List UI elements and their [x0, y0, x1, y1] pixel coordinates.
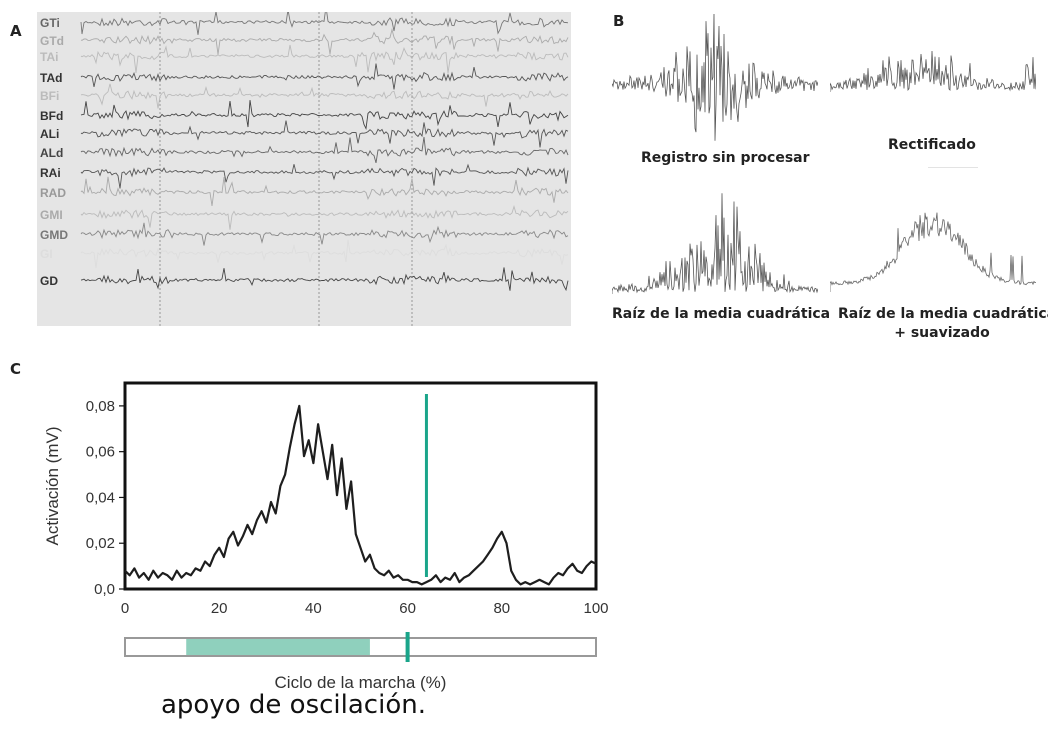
emg-trace-ald — [80, 136, 569, 164]
gait-phase-marker — [405, 632, 410, 662]
emg-trace-rad — [80, 176, 569, 206]
panel-c-activation-chart: 0,0 0,02 0,04 0,06 0,08 0 20 40 60 80 100 Activació… — [43, 381, 609, 692]
x-axis-label: Ciclo de la marcha (%) — [275, 673, 447, 692]
channel-label-gti: GTi — [40, 16, 60, 30]
signal-trace — [830, 50, 1036, 92]
signal-trace — [612, 193, 818, 294]
label-rms-smoothed-line2: + suavizado — [894, 325, 990, 341]
gait-phase-band — [186, 639, 370, 655]
emg-trace-rai — [80, 163, 569, 189]
emg-trace-gmd — [80, 222, 569, 246]
channel-label-rai: RAi — [40, 166, 61, 180]
channel-label-gtd: GTd — [40, 34, 64, 48]
label-rms-smoothed: Raíz de la media cuadrática + suavizado — [838, 306, 1048, 341]
emg-trace-gti — [80, 12, 569, 35]
channel-label-bfi: BFi — [40, 89, 59, 103]
channel-label-ald: ALd — [40, 146, 63, 160]
emg-trace-gtd — [80, 27, 569, 55]
panel-a-letter: A — [10, 22, 22, 40]
y-tick-label: 0,06 — [86, 444, 115, 461]
label-rectified: Rectificado — [888, 137, 976, 153]
emg-trace-tad — [80, 63, 569, 90]
panel-b-raw-signal — [612, 14, 818, 141]
x-tick-label: 0 — [121, 600, 129, 617]
panel-b-rms-signal — [612, 193, 818, 294]
panel-a-emg-traces: GTi GTd TAi TAd BFi BFd ALi ALd RAi RAD GMI GMD GI GD — [37, 12, 571, 326]
activation-line — [124, 404, 597, 586]
emg-trace-tai — [80, 44, 569, 74]
label-rms: Raíz de la media cuadrática — [612, 306, 831, 322]
emg-trace-gi — [80, 239, 569, 269]
panel-b-rms-smoothed-signal — [830, 212, 1036, 292]
signal-trace — [612, 14, 818, 141]
emg-trace-gd — [80, 267, 569, 292]
y-tick-label: 0,08 — [86, 398, 115, 415]
channel-label-ali: ALi — [40, 127, 59, 141]
channel-label-gi: GI — [40, 247, 53, 261]
x-tick-label: 60 — [399, 600, 416, 617]
channel-label-tai: TAi — [40, 50, 58, 64]
panel-b-rectified-signal — [830, 50, 1036, 92]
channel-label-gmi: GMI — [40, 208, 63, 222]
panel-b-faint-line — [928, 167, 978, 168]
panel-b-letter: B — [613, 12, 625, 30]
y-tick-label: 0,02 — [86, 535, 115, 552]
figure-caption: apoyo de oscilación. — [161, 690, 426, 720]
channel-label-rad: RAD — [40, 186, 66, 200]
channel-label-bfd: BFd — [40, 109, 63, 123]
x-tick-label: 20 — [211, 600, 228, 617]
x-tick-label: 40 — [305, 600, 322, 617]
y-tick-label: 0,04 — [86, 489, 115, 506]
channel-label-tad: TAd — [40, 71, 62, 85]
x-tick-label: 100 — [583, 600, 608, 617]
label-raw-recording: Registro sin procesar — [641, 150, 810, 166]
y-axis-label: Activación (mV) — [43, 426, 62, 545]
emg-trace-gmi — [80, 204, 569, 230]
emg-trace-ali — [80, 120, 569, 148]
emg-trace-bfi — [80, 83, 569, 109]
channel-label-gmd: GMD — [40, 228, 68, 242]
plot-frame — [123, 381, 598, 591]
x-tick-label: 80 — [493, 600, 510, 617]
channel-label-gd: GD — [40, 274, 58, 288]
emg-trace-bfd — [80, 100, 569, 131]
panel-c-letter: C — [10, 360, 22, 378]
signal-trace — [830, 212, 1036, 292]
y-tick-label: 0,0 — [94, 581, 115, 598]
label-rms-smoothed-line1: Raíz de la media cuadrática — [838, 306, 1048, 322]
